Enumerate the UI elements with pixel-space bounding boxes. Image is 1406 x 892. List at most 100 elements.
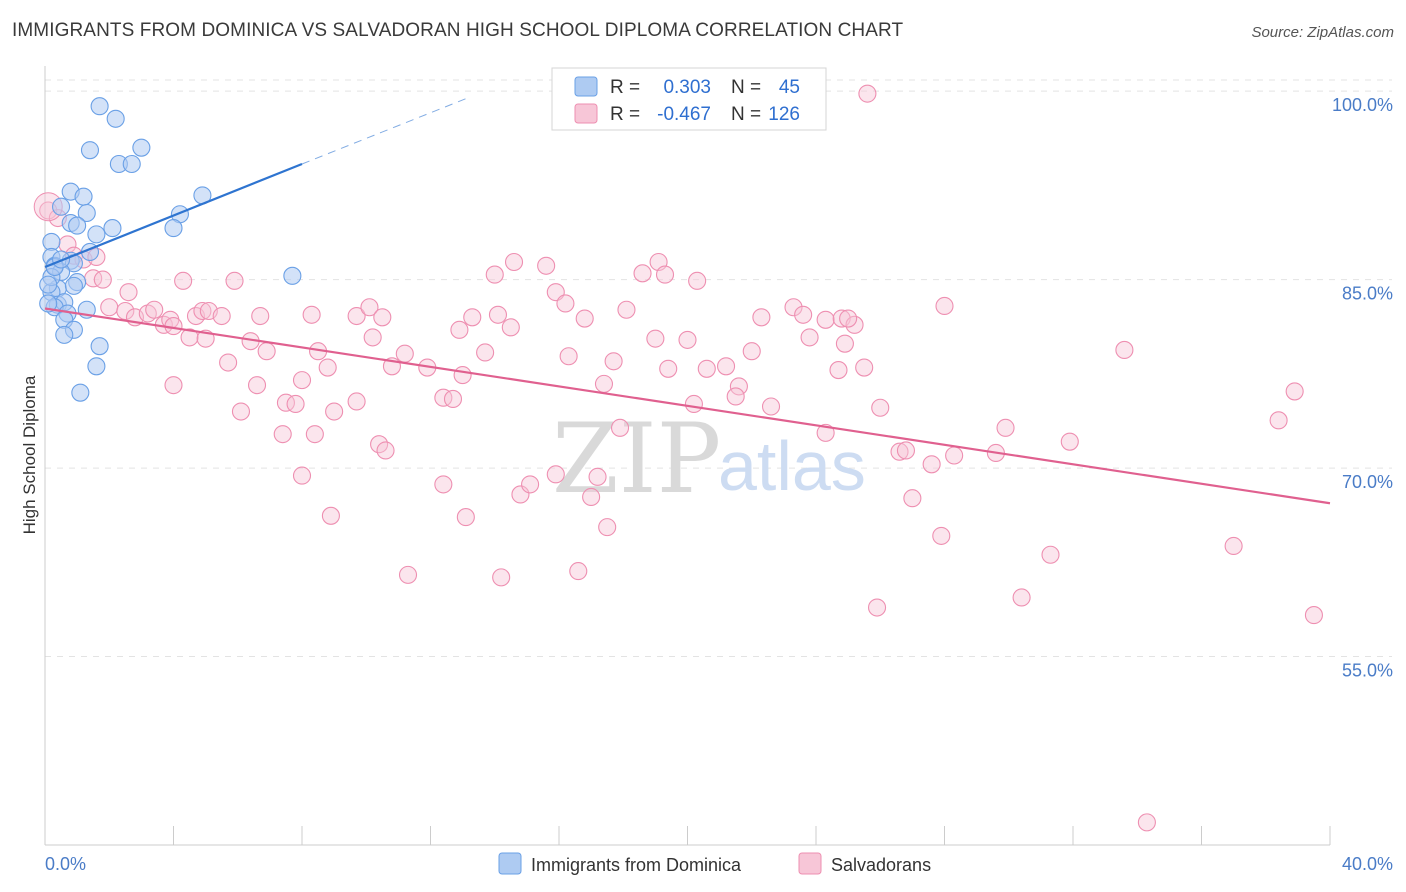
salvadorans-point xyxy=(292,371,312,390)
y-tick-label: 85.0% xyxy=(1342,284,1393,304)
salvadorans-point xyxy=(456,508,475,527)
salvadorans-point xyxy=(871,398,890,417)
salvadorans-point xyxy=(504,252,524,272)
salvadorans-point xyxy=(617,300,636,319)
salvadorans-point xyxy=(646,329,665,348)
salvadorans-point xyxy=(1137,813,1156,832)
salvadorans-point xyxy=(697,359,716,378)
salvadorans-point xyxy=(688,271,707,290)
stats-legend: R = 0.303 N = 45 R = -0.467 N = 126 xyxy=(551,67,827,131)
salvadorans-point xyxy=(231,402,251,421)
salvadorans-point xyxy=(655,265,675,284)
salvadorans-point xyxy=(302,305,321,324)
salvadorans-point xyxy=(212,306,231,326)
bottom-legend-label-salvadorans: Salvadorans xyxy=(831,855,931,875)
salvadorans-point xyxy=(219,353,238,372)
dominica-point xyxy=(80,141,100,160)
salvadorans-point xyxy=(588,467,607,486)
salvadorans-point xyxy=(116,301,135,321)
dominica-point xyxy=(55,325,74,344)
salvadorans-point xyxy=(575,309,594,328)
dominica-point xyxy=(68,216,87,235)
y-tick-label: 55.0% xyxy=(1342,661,1393,681)
bottom-legend-swatch-dominica xyxy=(498,852,522,875)
salvadorans-point xyxy=(598,518,617,537)
salvadorans-point xyxy=(376,441,395,460)
dominica-point xyxy=(39,275,58,294)
legend-r-label-1: R = xyxy=(610,77,640,98)
dominica-point xyxy=(106,109,125,128)
salvadorans-point xyxy=(556,294,575,313)
salvadorans-point xyxy=(890,442,909,461)
y-axis-label: High School Diploma xyxy=(20,375,39,534)
legend-n-label-2: N = xyxy=(731,104,761,125)
y-tick-label: 100.0% xyxy=(1332,95,1393,115)
dominica-point xyxy=(87,357,106,376)
salvadorans-point xyxy=(286,394,305,414)
salvadorans-point xyxy=(1285,382,1304,401)
salvadorans-point xyxy=(434,388,453,407)
chart-title: IMMIGRANTS FROM DOMINICA VS SALVADORAN H… xyxy=(12,20,904,41)
legend-n-label-1: N = xyxy=(731,77,761,98)
salvadorans-point xyxy=(633,264,652,283)
dominica-point xyxy=(90,97,109,116)
salvadorans-point xyxy=(546,465,565,484)
salvadorans-point xyxy=(463,308,482,327)
source-credit: Source: ZipAtlas.com xyxy=(1251,24,1394,41)
dominica-point xyxy=(283,266,302,285)
salvadorans-point xyxy=(794,305,813,324)
salvadorans-point xyxy=(273,425,292,444)
dominica-point xyxy=(39,294,58,313)
dominica-point xyxy=(90,337,109,356)
salvadorans-point xyxy=(858,84,877,103)
salvadorans-point xyxy=(569,562,588,581)
watermark-zip: ZIP xyxy=(552,403,721,515)
dominica-points xyxy=(39,97,302,402)
salvadorans-point xyxy=(594,374,614,393)
x-tick-label-max: 40.0% xyxy=(1342,854,1393,874)
salvadorans-point xyxy=(443,389,463,409)
salvadorans-point xyxy=(318,358,337,377)
salvadorans-point xyxy=(678,330,697,349)
salvadorans-point xyxy=(325,402,344,421)
salvadorans-point xyxy=(347,392,366,411)
dominica-point xyxy=(103,219,122,238)
salvadorans-point xyxy=(93,270,112,289)
legend-r-label-2: R = xyxy=(610,104,640,125)
salvadorans-point xyxy=(453,366,472,385)
bottom-legend-swatch-salvadorans xyxy=(798,852,822,875)
salvadorans-points xyxy=(33,84,1323,832)
dominica-point xyxy=(64,276,83,295)
salvadorans-point xyxy=(1269,411,1288,430)
salvadorans-point xyxy=(501,318,520,337)
salvadorans-point xyxy=(729,377,748,396)
watermark-atlas: atlas xyxy=(718,427,866,505)
salvadorans-point xyxy=(292,466,312,485)
salvadorans-point xyxy=(1060,432,1079,451)
salvadorans-point xyxy=(604,352,623,371)
salvadorans-point xyxy=(903,489,922,508)
salvadorans-point xyxy=(305,425,324,444)
dominica-point xyxy=(164,219,183,238)
salvadorans-point xyxy=(716,357,736,376)
salvadorans-point xyxy=(935,296,954,316)
legend-r-value-1: 0.303 xyxy=(663,77,711,98)
salvadorans-point xyxy=(450,320,469,339)
salvadorans-point xyxy=(363,328,382,347)
salvadorans-point xyxy=(145,300,164,319)
legend-swatch-salvadorans xyxy=(574,103,598,124)
salvadorans-point xyxy=(610,418,630,437)
legend-n-value-1: 45 xyxy=(779,77,800,98)
salvadorans-point xyxy=(276,393,295,412)
salvadorans-point xyxy=(559,347,578,366)
salvadorans-trend-line xyxy=(44,307,1331,505)
legend-n-value-2: 126 xyxy=(768,104,800,125)
salvadorans-point xyxy=(164,376,183,395)
tick-labels: 55.0% 70.0% 85.0% 100.0% 0.0% 40.0% xyxy=(45,95,1393,874)
salvadorans-point xyxy=(395,344,414,363)
dominica-point xyxy=(42,232,61,251)
salvadorans-point xyxy=(816,310,835,329)
salvadorans-point xyxy=(800,328,819,347)
salvadorans-point xyxy=(752,308,771,327)
